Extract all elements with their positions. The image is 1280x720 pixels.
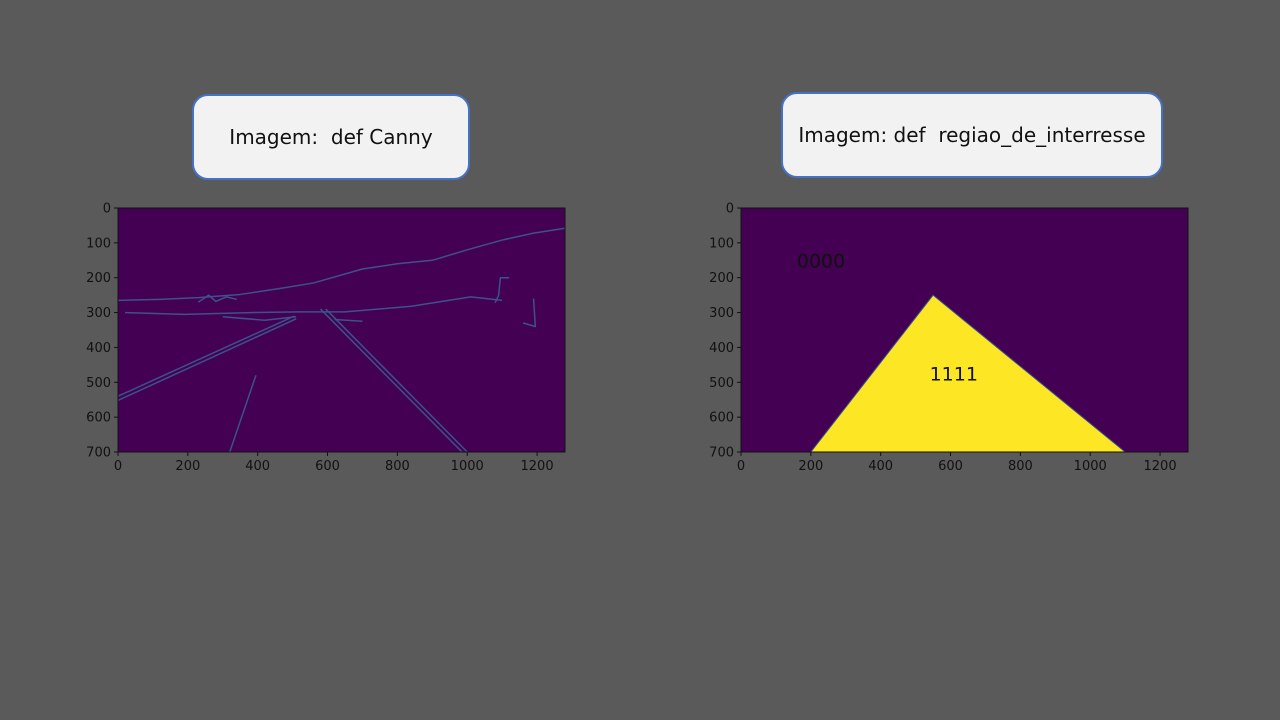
- roi-y-tick-label: 200: [709, 271, 734, 286]
- canny-y-tick-label: 500: [86, 376, 111, 391]
- canny-edge-5: [117, 227, 566, 302]
- roi-x-tick-label: 800: [1008, 459, 1033, 474]
- roi-y-tick-label: 0: [726, 202, 734, 217]
- canny-y-tick-label: 700: [86, 446, 111, 461]
- canny-y-tick-label: 0: [103, 202, 111, 217]
- canny-caption-box: Imagem: def Canny: [192, 94, 470, 180]
- canny-edge-6: [124, 296, 503, 316]
- canny-edge-2: [229, 375, 257, 453]
- roi-x-tick-label: 600: [938, 459, 963, 474]
- canny-edge-7: [494, 276, 510, 304]
- roi-y-tick-label: 300: [709, 306, 734, 321]
- roi-x-tick-label: 0: [737, 459, 745, 474]
- canny-x-tick-label: 1200: [521, 459, 554, 474]
- canny-edge-3: [320, 308, 463, 453]
- canny-x-tick-label: 200: [175, 459, 200, 474]
- roi-annotation-1: 1111: [930, 364, 978, 386]
- roi-caption: Imagem: def regiao_de_interresse: [798, 123, 1146, 147]
- canny-edge-10: [334, 318, 363, 323]
- canny-edge-0: [117, 315, 295, 397]
- canny-y-tick-label: 300: [86, 306, 111, 321]
- canny-x-tick-label: 1000: [451, 459, 484, 474]
- roi-x-tick-label: 1000: [1074, 459, 1107, 474]
- canny-frame: [117, 207, 566, 453]
- roi-frame: [740, 207, 1189, 453]
- canny-y-tick-label: 100: [86, 236, 111, 251]
- canny-edge-1: [117, 318, 297, 402]
- canny-y-tick-label: 400: [86, 341, 111, 356]
- canny-x-tick-label: 0: [114, 459, 122, 474]
- roi-x-tick-label: 400: [868, 459, 893, 474]
- canny-edge-8: [522, 298, 537, 328]
- canny-y-tick-label: 600: [86, 411, 111, 426]
- canny-x-tick-label: 400: [245, 459, 270, 474]
- roi-caption-box: Imagem: def regiao_de_interresse: [781, 92, 1163, 178]
- roi-y-tick-label: 100: [709, 236, 734, 251]
- canny-x-tick-label: 800: [385, 459, 410, 474]
- roi-y-tick-label: 400: [709, 341, 734, 356]
- roi-y-tick-label: 700: [709, 446, 734, 461]
- canny-x-tick-label: 600: [315, 459, 340, 474]
- canny-y-tick-label: 200: [86, 271, 111, 286]
- roi-annotation-0: 0000: [797, 250, 845, 272]
- roi-x-tick-label: 200: [798, 459, 823, 474]
- canny-caption: Imagem: def Canny: [229, 125, 433, 149]
- roi-x-tick-label: 1200: [1144, 459, 1177, 474]
- roi-y-tick-label: 600: [709, 411, 734, 426]
- canny-edge-11: [197, 294, 237, 303]
- canny-edge-9: [222, 316, 297, 321]
- canny-edge-4: [325, 308, 468, 453]
- roi-y-tick-label: 500: [709, 376, 734, 391]
